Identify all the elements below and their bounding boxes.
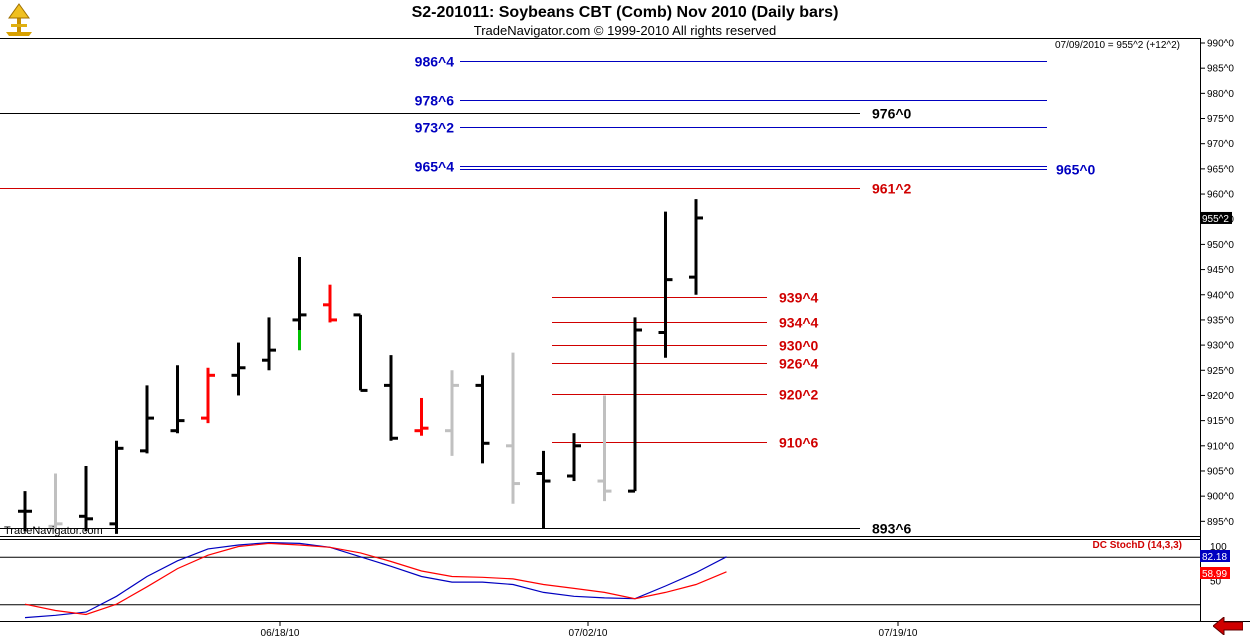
ohlc-bar: [445, 370, 459, 456]
stoch-value-tag: [1200, 567, 1230, 579]
ohlc-bar: [48, 473, 63, 532]
price-tick-label: 930^0: [1207, 341, 1234, 352]
price-tick-label: 985^0: [1207, 64, 1234, 75]
date-axis: 06/18/10 07/02/10 07/19/10: [261, 621, 918, 639]
ohlc-bar: [506, 352, 520, 504]
price-tick-label: 990^0: [1207, 39, 1234, 50]
stoch-tick-label: 50: [1210, 577, 1222, 588]
ohlc-bar: [231, 342, 246, 396]
price-tick-label: 935^0: [1207, 315, 1234, 326]
level-label: 910^6: [779, 435, 819, 451]
stoch-value-label: 58.99: [1202, 569, 1227, 580]
ohlc-bar: [323, 284, 337, 323]
chart-header: S2-201011: Soybeans CBT (Comb) Nov 2010 …: [0, 0, 1250, 40]
ohlc-bars: [18, 199, 703, 534]
ohlc-bar: [628, 317, 642, 493]
level-label: 934^4: [779, 315, 819, 331]
price-tick-label: 945^0: [1207, 265, 1234, 276]
last-price-tag: [1200, 211, 1232, 224]
stoch-line-d: [24, 542, 727, 616]
chart-frame: [0, 38, 1250, 622]
ohlc-bar: [414, 397, 429, 436]
price-axis: 895^0 900^0 905^0 910^0 915^0 920^0 925^0 930^0…: [1200, 39, 1234, 528]
date-tick-label: 07/19/10: [879, 628, 918, 639]
chart-subtitle: TradeNavigator.com © 1999-2010 All right…: [473, 23, 777, 38]
price-tick-label: 950^0: [1207, 240, 1234, 251]
level-label: 978^6: [415, 93, 455, 109]
ohlc-bar: [140, 385, 154, 454]
stoch-value-label: 82.18: [1202, 552, 1227, 563]
ohlc-bar: [201, 367, 215, 424]
price-tick-label: 940^0: [1207, 290, 1234, 301]
price-tick-label: 920^0: [1207, 391, 1234, 402]
ohlc-bar: [475, 375, 490, 464]
level-label: 986^4: [415, 54, 455, 70]
price-tick-label: 980^0: [1207, 89, 1234, 100]
last-price-tag-label: 955^2: [1202, 214, 1229, 225]
price-levels: 986^4 978^6 976^0 973^2 965^4 965^0 961^2 939^4…: [0, 54, 1096, 537]
ohlc-bar: [689, 199, 703, 295]
level-label: 965^4: [415, 159, 455, 175]
price-tick-label: 965^0: [1207, 164, 1234, 175]
ohlc-bar: [658, 211, 673, 358]
ohlc-bar: [18, 491, 32, 532]
ohlc-bar: [79, 465, 93, 532]
price-tick-label: 915^0: [1207, 416, 1234, 427]
trade-navigator-logo-icon: [6, 3, 32, 36]
ohlc-bar: [536, 450, 551, 529]
watermark: TradeNavigator.com: [4, 525, 103, 537]
last-quote-label: 07/09/2010 = 955^2 (+12^2): [1055, 40, 1180, 51]
ohlc-bar: [292, 256, 307, 351]
level-label: 920^2: [779, 387, 819, 403]
ohlc-bar: [567, 433, 581, 482]
ohlc-bar: [597, 395, 612, 502]
price-tick-label: 970^0: [1207, 139, 1234, 150]
date-tick-label: 06/18/10: [261, 628, 300, 639]
ohlc-bar: [109, 440, 124, 534]
level-label: 976^0: [872, 106, 912, 122]
stoch-value-tag: [1200, 550, 1230, 562]
level-label: 930^0: [779, 338, 819, 354]
level-label: 965^0: [1056, 162, 1096, 178]
stochastic-panel: 100 50 82.18 58.99: [0, 541, 1230, 619]
price-tick-label: 925^0: [1207, 366, 1234, 377]
level-label: 973^2: [415, 120, 455, 136]
price-tick-label: 905^0: [1207, 466, 1234, 477]
price-tick-label: 910^0: [1207, 441, 1234, 452]
level-label: 939^4: [779, 290, 819, 306]
level-label: 893^6: [872, 521, 912, 537]
level-label: 926^4: [779, 356, 819, 372]
date-tick-label: 07/02/10: [569, 628, 608, 639]
stoch-tick-label: 100: [1210, 542, 1227, 553]
price-tick-label: 895^0: [1207, 517, 1234, 528]
ohlc-bar: [353, 313, 368, 392]
stochastic-title: DC StochD (14,3,3): [1093, 540, 1182, 551]
ohlc-bar: [384, 355, 398, 441]
stoch-line-k: [24, 541, 727, 619]
price-tick-label: 900^0: [1207, 492, 1234, 503]
back-arrow-icon[interactable]: [1213, 617, 1243, 635]
ohlc-bar: [170, 365, 185, 434]
level-label: 961^2: [872, 181, 912, 197]
price-tick-label: 975^0: [1207, 114, 1234, 125]
chart-title: S2-201011: Soybeans CBT (Comb) Nov 2010 …: [411, 4, 839, 21]
ohlc-bar: [262, 317, 276, 371]
price-tick-label: 960^0: [1207, 190, 1234, 201]
